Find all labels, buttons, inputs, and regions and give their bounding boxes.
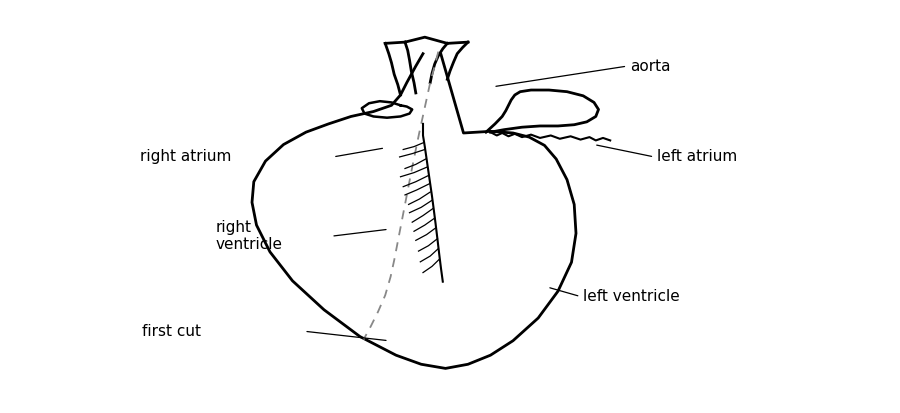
Text: first cut: first cut xyxy=(142,324,202,339)
Text: right: right xyxy=(216,220,252,235)
Text: right atrium: right atrium xyxy=(140,150,231,164)
Text: ventricle: ventricle xyxy=(216,237,283,252)
Text: left atrium: left atrium xyxy=(657,150,737,164)
Text: left ventricle: left ventricle xyxy=(583,289,680,304)
Text: aorta: aorta xyxy=(630,59,670,74)
